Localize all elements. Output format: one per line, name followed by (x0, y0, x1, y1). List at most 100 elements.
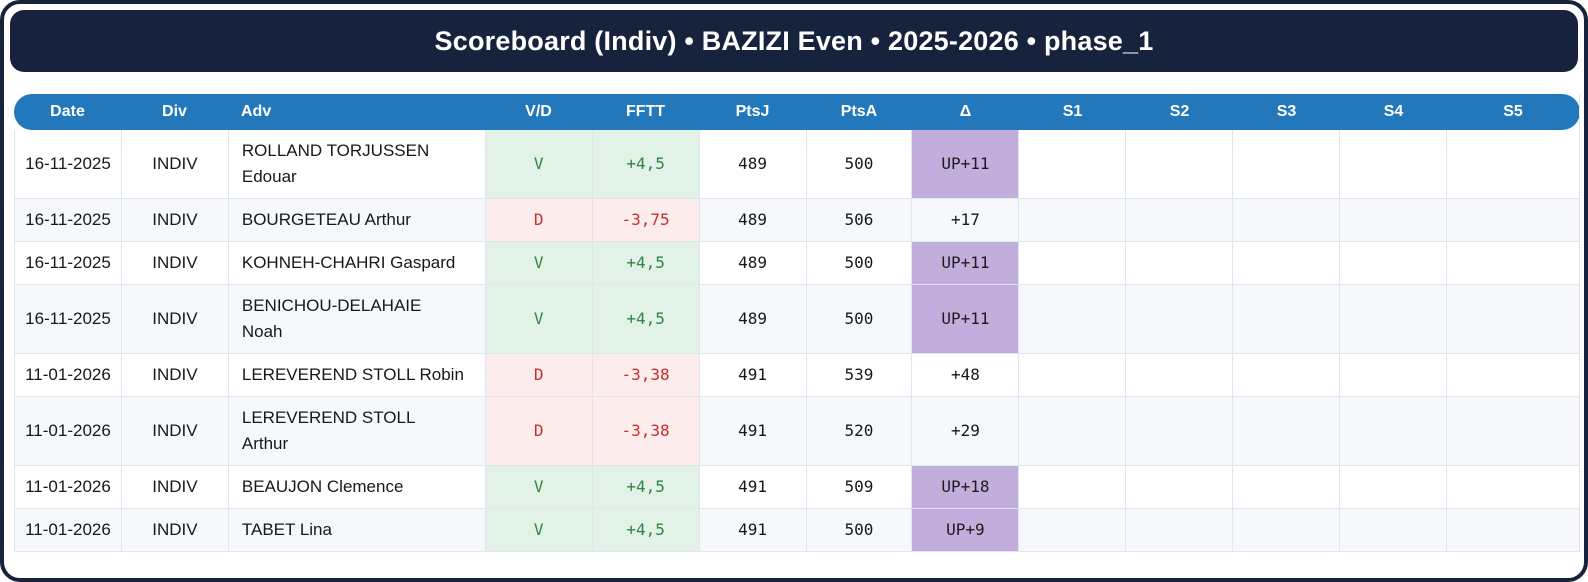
column-header-ptsj: PtsJ (735, 103, 770, 120)
cell-fftt: +4,5 (592, 242, 700, 284)
cell-ptsa: 520 (807, 397, 913, 465)
cell-fftt: +4,5 (592, 466, 700, 508)
cell-s2 (1126, 466, 1234, 508)
cell-s2 (1126, 199, 1234, 241)
scoreboard-table: 16-11-2025 INDIV ROLLAND TORJUSSEN Edouar V… (14, 130, 1581, 552)
table-row: 11-01-2026 INDIV BEAUJON Clemence V +4,5 491 5… (15, 466, 1581, 509)
cell-s5 (1447, 397, 1581, 465)
cell-s4 (1340, 509, 1448, 551)
cell-fftt: +4,5 (592, 509, 700, 551)
cell-s3 (1233, 130, 1341, 198)
cell-adv: BOURGETEAU Arthur (229, 199, 486, 241)
cell-s4 (1340, 466, 1448, 508)
cell-s4 (1340, 242, 1448, 284)
column-header-s4: S4 (1383, 103, 1404, 120)
cell-date: 16-11-2025 (15, 285, 122, 353)
table-row: 16-11-2025 INDIV ROLLAND TORJUSSEN Edouar V… (15, 130, 1581, 199)
column-header-s5: S5 (1447, 94, 1580, 130)
cell-delta: UP+11 (912, 242, 1020, 284)
cell-s3 (1233, 466, 1341, 508)
cell-div: INDIV (122, 509, 229, 551)
title-bar: Scoreboard (Indiv) • BAZIZI Even • 2025-… (10, 10, 1578, 72)
cell-s1 (1019, 285, 1127, 353)
cell-vd: V (485, 242, 593, 284)
cell-ptsj: 489 (700, 285, 807, 353)
cell-div: INDIV (122, 397, 229, 465)
cell-vd: V (485, 130, 593, 198)
cell-s4 (1340, 354, 1448, 396)
cell-delta: UP+9 (912, 509, 1020, 551)
column-header-vd: V/D (525, 103, 552, 120)
cell-delta: UP+11 (912, 130, 1020, 198)
cell-vd: V (485, 285, 593, 353)
cell-date: 11-01-2026 (15, 354, 122, 396)
cell-ptsa: 500 (807, 285, 913, 353)
cell-vd: V (485, 466, 593, 508)
cell-ptsj: 489 (700, 130, 807, 198)
cell-s5 (1447, 285, 1581, 353)
column-header-date: Date (50, 103, 85, 120)
cell-adv: TABET Lina (229, 509, 486, 551)
cell-delta: UP+18 (912, 466, 1020, 508)
cell-fftt: -3,75 (592, 199, 700, 241)
cell-s5 (1447, 509, 1581, 551)
column-header-fftt: FFTT (625, 103, 666, 120)
cell-div: INDIV (122, 466, 229, 508)
cell-ptsj: 491 (700, 397, 807, 465)
table-row: 16-11-2025 INDIV KOHNEH-CHAHRI Gaspard V +4,… (15, 242, 1581, 285)
column-header-ptsa: PtsA (840, 103, 878, 120)
cell-date: 11-01-2026 (15, 466, 122, 508)
cell-delta: +29 (912, 397, 1020, 465)
column-header-delta: Δ (959, 103, 972, 120)
cell-s1 (1019, 242, 1127, 284)
cell-s5 (1447, 354, 1581, 396)
table-row: 11-01-2026 INDIV LEREVEREND STOLL Arthur D -… (15, 397, 1581, 466)
cell-ptsj: 491 (700, 509, 807, 551)
cell-vd: D (485, 199, 593, 241)
cell-div: INDIV (122, 285, 229, 353)
cell-s5 (1447, 199, 1581, 241)
cell-s2 (1126, 285, 1234, 353)
cell-s2 (1126, 354, 1234, 396)
table-row: 16-11-2025 INDIV BENICHOU-DELAHAIE Noah V +4… (15, 285, 1581, 354)
cell-ptsj: 489 (700, 242, 807, 284)
cell-date: 11-01-2026 (15, 509, 122, 551)
cell-s1 (1019, 509, 1127, 551)
cell-s3 (1233, 242, 1341, 284)
cell-ptsa: 509 (807, 466, 913, 508)
table-header-row: Date Div Adv V/D FFTT PtsJ PtsA Δ S1 S2 S3 S4 S5 (14, 94, 1580, 130)
column-header-adv: Adv (241, 103, 272, 120)
cell-s4 (1340, 130, 1448, 198)
cell-s1 (1019, 354, 1127, 396)
page-title: Scoreboard (Indiv) • BAZIZI Even • 2025-… (434, 25, 1154, 56)
cell-div: INDIV (122, 199, 229, 241)
cell-s3 (1233, 285, 1341, 353)
cell-div: INDIV (122, 354, 229, 396)
cell-ptsa: 506 (807, 199, 913, 241)
cell-adv: LEREVEREND STOLL Arthur (229, 397, 486, 465)
cell-date: 16-11-2025 (15, 242, 122, 284)
cell-fftt: -3,38 (592, 397, 700, 465)
column-header-s2: S2 (1169, 103, 1190, 120)
cell-s3 (1233, 199, 1341, 241)
cell-s4 (1340, 285, 1448, 353)
cell-s2 (1126, 242, 1234, 284)
column-header-s3: S3 (1276, 103, 1297, 120)
cell-ptsa: 500 (807, 242, 913, 284)
cell-s3 (1233, 509, 1341, 551)
cell-s3 (1233, 354, 1341, 396)
cell-adv: LEREVEREND STOLL Robin (229, 354, 486, 396)
cell-s1 (1019, 466, 1127, 508)
table-row: 11-01-2026 INDIV TABET Lina V +4,5 491 500 UP+9 (15, 509, 1581, 552)
cell-ptsa: 539 (807, 354, 913, 396)
cell-delta: +48 (912, 354, 1020, 396)
cell-s1 (1019, 397, 1127, 465)
cell-s4 (1340, 397, 1448, 465)
cell-s4 (1340, 199, 1448, 241)
cell-div: INDIV (122, 130, 229, 198)
cell-adv: ROLLAND TORJUSSEN Edouar (229, 130, 486, 198)
table-row: 11-01-2026 INDIV LEREVEREND STOLL Robin D -3… (15, 354, 1581, 397)
cell-s1 (1019, 130, 1127, 198)
cell-vd: D (485, 397, 593, 465)
cell-date: 16-11-2025 (15, 130, 122, 198)
